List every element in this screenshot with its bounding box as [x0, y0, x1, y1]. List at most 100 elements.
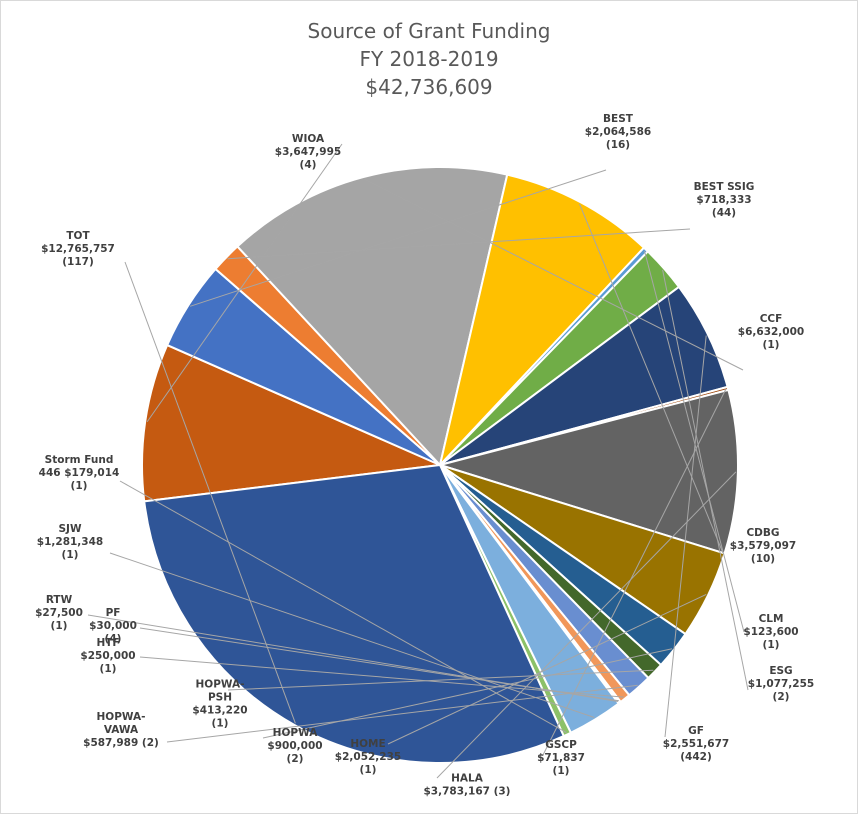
data-label: CLM $123,600 (1) [743, 613, 798, 651]
data-label-line: VAWA [104, 724, 139, 736]
leader-line [109, 552, 595, 718]
data-label-line: $123,600 [743, 626, 798, 638]
data-label-line: Storm Fund [45, 454, 114, 466]
data-label: HOME $2,052,235 (1) [335, 738, 401, 776]
leader-line [87, 614, 618, 702]
leader-line [644, 250, 745, 633]
leader-line [387, 593, 707, 745]
data-label-line: WIOA [292, 133, 325, 145]
data-label-line: (117) [62, 256, 94, 268]
data-label-line: $587,989 (2) [83, 737, 159, 749]
data-label-line: ESG [769, 665, 792, 677]
data-labels: WIOA $3,647,995 (4)BEST $2,064,586 (16)BEST … [35, 113, 814, 798]
leader-line [662, 269, 749, 691]
leader-line [166, 684, 638, 743]
data-label-line: HOME [350, 738, 385, 750]
data-label-line: $71,837 [537, 752, 585, 764]
data-label-line: PSH [208, 692, 232, 704]
leader-line [124, 261, 296, 724]
data-label-line: TOT [66, 230, 90, 242]
leader-lines [87, 143, 749, 779]
data-label-line: (1) [212, 718, 229, 730]
data-label: RTW $27,500 (1) [35, 594, 83, 632]
pie-slices [141, 166, 739, 764]
data-label-line: PF [106, 607, 121, 619]
pie-slice-tot [143, 463, 566, 764]
data-label-line: (2) [773, 691, 790, 703]
data-label-line: $6,632,000 [738, 326, 804, 338]
data-label: HALA $3,783,167 (3) [424, 773, 511, 798]
pie-slice-cdbg [438, 173, 646, 469]
data-label-line: (1) [763, 639, 780, 651]
data-label-line: HOPWA- [96, 711, 145, 723]
data-label: HOPWA-VAWA $587,989 (2) [83, 711, 159, 749]
data-label-line: (2) [287, 753, 304, 765]
data-label-line: (44) [712, 207, 736, 219]
data-label-line: CLM [759, 613, 784, 625]
data-label-line: $27,500 [35, 607, 83, 619]
data-label: CDBG $3,579,097 (10) [730, 527, 796, 565]
data-label-line: (1) [51, 620, 68, 632]
data-label: CCF $6,632,000 (1) [738, 313, 804, 351]
leader-line [227, 228, 691, 260]
data-label: TOT $12,765,757 (117) [41, 230, 115, 268]
data-label-line: (4) [300, 159, 317, 171]
data-label-line: $2,064,586 [585, 126, 651, 138]
chart-subtitle: FY 2018-2019 [359, 47, 499, 71]
data-label-line: $30,000 [89, 620, 137, 632]
data-label-line: (1) [100, 663, 117, 675]
pie-slice-ccf [236, 166, 509, 468]
leader-line [262, 648, 673, 739]
data-label: PF $30,000 (4) [89, 607, 137, 645]
data-label: WIOA $3,647,995 (4) [275, 133, 341, 171]
data-label-line: HOPWA- [195, 679, 244, 691]
data-label-line: GSCP [545, 739, 577, 751]
data-label-line: (1) [71, 480, 88, 492]
data-label: ESG $1,077,255 (2) [748, 665, 814, 703]
data-label-line: $1,281,348 [37, 536, 103, 548]
data-label: SJW $1,281,348 (1) [37, 523, 103, 561]
data-label-line: $2,551,677 [663, 738, 729, 750]
data-label-line: $2,052,235 [335, 751, 401, 763]
data-label-line: $3,579,097 [730, 540, 796, 552]
data-label-line: BEST SSIG [694, 181, 755, 193]
leader-line [146, 143, 343, 423]
data-label-line: RTW [46, 594, 73, 606]
data-label-line: HOPWA [273, 727, 319, 739]
data-label-line: SJW [58, 523, 81, 535]
chart-title: Source of Grant Funding [307, 19, 551, 43]
data-label-line: (1) [360, 764, 377, 776]
data-label: HOPWA $900,000 (2) [267, 727, 322, 765]
data-label-line: $250,000 [80, 650, 135, 662]
data-label: HTF $250,000 (1) [80, 637, 135, 675]
data-label-line: HALA [451, 773, 484, 785]
data-label-line: $12,765,757 [41, 243, 115, 255]
leader-line [139, 656, 624, 698]
data-label-line: (4) [105, 633, 122, 645]
data-label-line: HTF [96, 637, 119, 649]
data-label-line: $3,647,995 [275, 146, 341, 158]
leader-line [189, 169, 607, 307]
data-label-line: GF [688, 725, 704, 737]
data-label-line: $1,077,255 [748, 678, 814, 690]
data-label: BEST $2,064,586 (16) [585, 113, 651, 151]
data-label-line: $900,000 [267, 740, 322, 752]
data-label-line: $413,220 [192, 705, 247, 717]
pie-slice-hala [436, 388, 739, 555]
data-label-line: $3,783,167 (3) [424, 786, 511, 798]
leader-line [227, 669, 654, 691]
leader-line [119, 480, 567, 734]
data-label-line: (442) [680, 751, 712, 763]
data-label-line: CDBG [746, 527, 779, 539]
data-label: GSCP $71,837 (1) [537, 739, 585, 777]
chart-total: $42,736,609 [365, 75, 493, 99]
data-label: GF $2,551,677 (442) [663, 725, 729, 763]
leader-line [579, 203, 724, 554]
data-label-line: (10) [751, 553, 775, 565]
data-label-line: BEST [603, 113, 634, 125]
pie-slice-wioa [141, 343, 444, 503]
data-label-line: (16) [606, 139, 630, 151]
data-label-line: 446 $179,014 [39, 467, 120, 479]
leader-line [664, 335, 707, 738]
